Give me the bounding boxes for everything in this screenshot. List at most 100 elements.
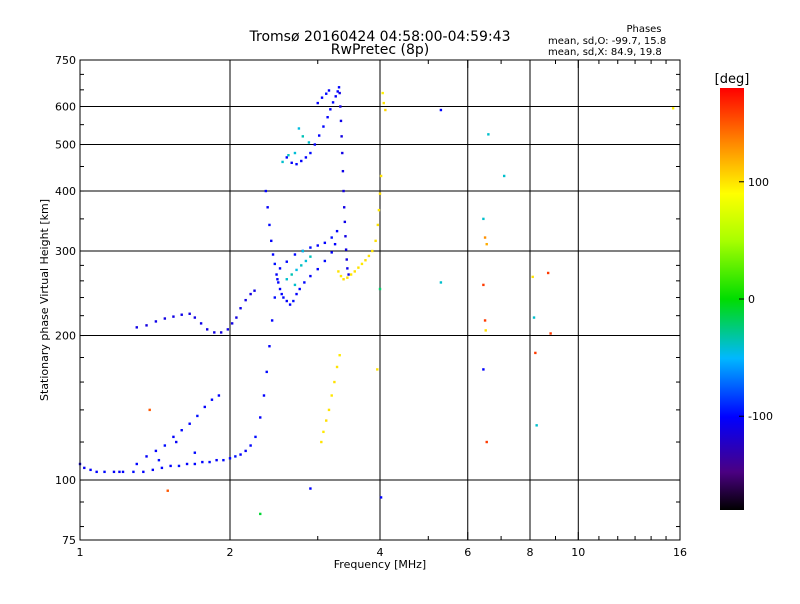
data-point bbox=[535, 424, 538, 427]
data-point bbox=[342, 278, 345, 281]
data-point bbox=[268, 345, 271, 348]
data-point bbox=[276, 278, 279, 281]
y-tick-label: 75 bbox=[62, 534, 76, 547]
data-point bbox=[193, 462, 197, 466]
data-point bbox=[337, 86, 341, 89]
data-point bbox=[163, 444, 167, 447]
data-point bbox=[482, 217, 485, 221]
data-point bbox=[309, 246, 312, 249]
data-point bbox=[205, 328, 209, 331]
data-point bbox=[483, 319, 487, 322]
data-point bbox=[230, 322, 234, 325]
data-point bbox=[121, 470, 125, 474]
data-point bbox=[275, 273, 278, 276]
data-point bbox=[188, 312, 191, 315]
data-point bbox=[217, 394, 221, 397]
data-point bbox=[341, 169, 345, 173]
y-tick-label: 300 bbox=[55, 245, 76, 258]
data-point bbox=[297, 127, 301, 130]
data-point bbox=[339, 119, 343, 123]
data-point bbox=[201, 460, 204, 464]
data-point bbox=[177, 464, 181, 468]
data-point bbox=[285, 299, 288, 303]
data-point bbox=[549, 332, 552, 335]
data-point bbox=[482, 368, 485, 371]
data-point bbox=[367, 254, 371, 258]
data-point bbox=[95, 470, 98, 474]
y-tick-label: 100 bbox=[55, 474, 76, 487]
data-point bbox=[154, 320, 158, 323]
y-tick-label: 200 bbox=[55, 330, 76, 343]
data-point bbox=[193, 316, 197, 319]
data-points bbox=[78, 86, 675, 516]
data-point bbox=[270, 319, 274, 322]
colorbar-tick-label: 100 bbox=[748, 176, 769, 189]
data-point bbox=[531, 275, 534, 279]
data-point bbox=[172, 435, 175, 439]
data-point bbox=[333, 380, 336, 384]
data-point bbox=[304, 156, 308, 159]
data-point bbox=[290, 273, 293, 276]
x-axis-label: Frequency [MHz] bbox=[334, 558, 426, 571]
data-point bbox=[169, 464, 172, 468]
data-point bbox=[484, 329, 487, 332]
data-point bbox=[377, 208, 381, 212]
data-point bbox=[357, 266, 360, 269]
data-point bbox=[287, 154, 290, 157]
data-point bbox=[300, 264, 303, 267]
data-point bbox=[378, 287, 382, 291]
data-point bbox=[160, 466, 164, 470]
data-point bbox=[338, 91, 341, 95]
data-point bbox=[485, 440, 488, 444]
data-point bbox=[320, 96, 324, 99]
data-point bbox=[199, 322, 203, 325]
data-point bbox=[331, 101, 335, 104]
data-point bbox=[482, 283, 485, 287]
data-point bbox=[339, 105, 342, 108]
data-point bbox=[219, 331, 223, 334]
data-point bbox=[188, 422, 191, 425]
data-point bbox=[83, 466, 86, 470]
data-point bbox=[172, 315, 175, 318]
data-point bbox=[532, 316, 536, 319]
data-point bbox=[376, 223, 380, 227]
data-point bbox=[271, 253, 275, 256]
chart-title: Tromsø 20160424 04:58:00-04:59:43 bbox=[249, 29, 511, 45]
data-point bbox=[175, 440, 178, 444]
data-point bbox=[103, 470, 106, 474]
data-point bbox=[281, 160, 284, 164]
x-tick-label: 4 bbox=[377, 546, 384, 559]
data-point bbox=[295, 268, 298, 272]
x-tick-label: 2 bbox=[227, 546, 234, 559]
data-point bbox=[285, 156, 288, 159]
data-point bbox=[382, 101, 385, 105]
x-tick-label: 10 bbox=[571, 546, 585, 559]
colorbar-label: [deg] bbox=[715, 72, 750, 87]
data-point bbox=[323, 241, 327, 245]
data-point bbox=[301, 249, 305, 253]
data-point bbox=[259, 512, 262, 516]
data-point bbox=[278, 267, 282, 270]
data-point bbox=[285, 260, 288, 263]
data-point bbox=[163, 317, 167, 320]
data-point bbox=[151, 468, 155, 472]
data-point bbox=[235, 316, 238, 319]
y-tick-label: 600 bbox=[55, 101, 76, 114]
data-point bbox=[316, 101, 319, 105]
data-point bbox=[180, 429, 183, 432]
data-point bbox=[364, 259, 367, 262]
data-point bbox=[239, 453, 242, 456]
x-tick-label: 16 bbox=[673, 546, 687, 559]
data-point bbox=[118, 470, 121, 474]
y-axis-ticks: 75 100 200 300 400 500 600 750 bbox=[55, 54, 680, 547]
data-point bbox=[337, 270, 340, 273]
data-point bbox=[196, 414, 199, 418]
data-point bbox=[282, 296, 285, 299]
data-point bbox=[228, 457, 232, 460]
data-point bbox=[309, 255, 312, 258]
data-point bbox=[203, 405, 206, 409]
data-point bbox=[334, 95, 337, 98]
stats-heading: Phases bbox=[626, 24, 661, 35]
